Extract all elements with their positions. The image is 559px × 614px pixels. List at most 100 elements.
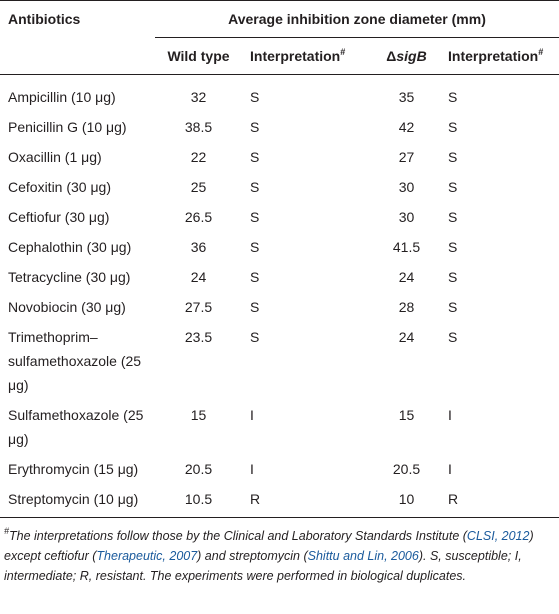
header-italic: sigB xyxy=(396,48,427,64)
header-text: Interpretation xyxy=(250,48,341,64)
citation: Therapeutic, 2007 xyxy=(96,549,198,563)
column-header: Interpretation# xyxy=(440,38,559,75)
table-cell: 20.5 xyxy=(392,461,421,477)
column-header: Interpretation# xyxy=(242,38,373,75)
header-cell: Antibiotics xyxy=(8,11,81,27)
table-cell: S xyxy=(448,299,458,315)
table-row: Ceftiofur (30 μg) 26.5 S 30 S xyxy=(0,202,559,232)
table-cell: 38.5 xyxy=(184,119,213,135)
table-row: Cephalothin (30 μg) 36 S 41.5 S xyxy=(0,232,559,262)
antibiotic-name: Sulfamethoxazole (25 μg) xyxy=(8,407,144,447)
table-cell: I xyxy=(448,407,452,423)
table-cell: 41.5 xyxy=(392,239,421,255)
footnote-text: ) and streptomycin ( xyxy=(197,549,308,563)
column-header: ΔsigB xyxy=(373,38,440,75)
table-cell: 15 xyxy=(398,407,415,423)
table-cell: 30 xyxy=(398,209,415,225)
table-cell: S xyxy=(448,209,458,225)
table-cell: I xyxy=(250,407,254,423)
table-row: Sulfamethoxazole (25 μg) 15 I 15 I xyxy=(0,400,559,454)
table-row: Streptomycin (10 μg) 10.5 R 10 R xyxy=(0,484,559,518)
header-text: Interpretation xyxy=(448,48,539,64)
citation: CLSI, 2012 xyxy=(466,529,530,543)
table-cell: S xyxy=(448,179,458,195)
table-cell: 35 xyxy=(398,89,415,105)
table-row: Cefoxitin (30 μg) 25 S 30 S xyxy=(0,172,559,202)
table-header: Antibiotics Average inhibition zone diam… xyxy=(0,0,559,75)
table-cell: 26.5 xyxy=(184,209,213,225)
column-header: Wild type xyxy=(155,38,242,75)
table-cell: S xyxy=(250,299,260,315)
footnote-text: The interpretations follow those by the … xyxy=(9,529,467,543)
header-text: Wild type xyxy=(167,48,230,64)
table-cell: 23.5 xyxy=(184,329,213,345)
table-cell: 22 xyxy=(190,149,207,165)
table-body: Ampicillin (10 μg) 32 S 35 S Penicillin G (10… xyxy=(0,75,559,518)
antibiotic-name: Streptomycin (10 μg) xyxy=(8,491,139,507)
table-cell: S xyxy=(250,269,260,285)
table-cell: 24 xyxy=(398,269,415,285)
table-cell: S xyxy=(250,239,260,255)
table-row: Trimethoprim–sulfamethoxazole (25 μg) 23.… xyxy=(0,322,559,400)
table-cell: 30 xyxy=(398,179,415,195)
table-cell: S xyxy=(250,179,260,195)
table-cell: 10 xyxy=(398,491,415,507)
header-row: Antibiotics Average inhibition zone diam… xyxy=(0,0,559,38)
subheader-row: Wild type Interpretation# ΔsigB Interpretat… xyxy=(0,38,559,75)
table-cell: S xyxy=(448,119,458,135)
table-cell: I xyxy=(448,461,452,477)
table-row: Ampicillin (10 μg) 32 S 35 S xyxy=(0,75,559,113)
table-row: Novobiocin (30 μg) 27.5 S 28 S xyxy=(0,292,559,322)
table-cell: R xyxy=(250,491,261,507)
citation: Shittu and Lin, 2006 xyxy=(307,549,419,563)
table-cell: 42 xyxy=(398,119,415,135)
table-cell: 10.5 xyxy=(184,491,213,507)
table-cell: 25 xyxy=(190,179,207,195)
table-row: Penicillin G (10 μg) 38.5 S 42 S xyxy=(0,112,559,142)
table-cell: I xyxy=(250,461,254,477)
antibiotic-name: Oxacillin (1 μg) xyxy=(8,149,102,165)
antibiotic-name: Novobiocin (30 μg) xyxy=(8,299,126,315)
table-row: Erythromycin (15 μg) 20.5 I 20.5 I xyxy=(0,454,559,484)
table-cell: 24 xyxy=(190,269,207,285)
table-row: Tetracycline (30 μg) 24 S 24 S xyxy=(0,262,559,292)
antibiotic-name: Erythromycin (15 μg) xyxy=(8,461,139,477)
header-superscript: # xyxy=(340,47,346,57)
table-cell: 28 xyxy=(398,299,415,315)
antibiotic-name: Penicillin G (10 μg) xyxy=(8,119,127,135)
table-cell: S xyxy=(448,149,458,165)
footnote-text: ). S, susceptible; I, intermediate; R, r… xyxy=(4,549,522,583)
table-cell: S xyxy=(250,89,260,105)
antibiotic-name: Trimethoprim–sulfamethoxazole (25 μg) xyxy=(8,329,142,393)
table-cell: 20.5 xyxy=(184,461,213,477)
footnote: #The interpretations follow those by the… xyxy=(0,518,559,586)
header-superscript: # xyxy=(538,47,544,57)
table-cell: S xyxy=(250,119,260,135)
table-cell: 24 xyxy=(398,329,415,345)
antibiotic-name: Ceftiofur (30 μg) xyxy=(8,209,110,225)
table-cell: S xyxy=(448,239,458,255)
header-cell xyxy=(0,38,155,75)
table-cell: 15 xyxy=(190,407,207,423)
data-table: Antibiotics Average inhibition zone diam… xyxy=(0,0,559,518)
table-row: Oxacillin (1 μg) 22 S 27 S xyxy=(0,142,559,172)
table-cell: S xyxy=(448,269,458,285)
footnote-mark: # xyxy=(4,526,10,536)
antibiotic-name: Ampicillin (10 μg) xyxy=(8,89,116,105)
antibiotic-name: Tetracycline (30 μg) xyxy=(8,269,131,285)
table-cell: 32 xyxy=(190,89,207,105)
table-cell: S xyxy=(250,149,260,165)
table-cell: S xyxy=(448,89,458,105)
group-header: Average inhibition zone diameter (mm) xyxy=(155,0,559,38)
table-cell: S xyxy=(250,329,260,345)
header-prefix: Δ xyxy=(386,48,397,64)
table-cell: 36 xyxy=(190,239,207,255)
table-cell: 27.5 xyxy=(184,299,213,315)
table-cell: 27 xyxy=(398,149,415,165)
table-cell: R xyxy=(448,491,459,507)
footnote-text: ) except ceftiofur ( xyxy=(4,529,534,563)
antibiotic-name: Cefoxitin (30 μg) xyxy=(8,179,111,195)
table-cell: S xyxy=(448,329,458,345)
table-cell: S xyxy=(250,209,260,225)
